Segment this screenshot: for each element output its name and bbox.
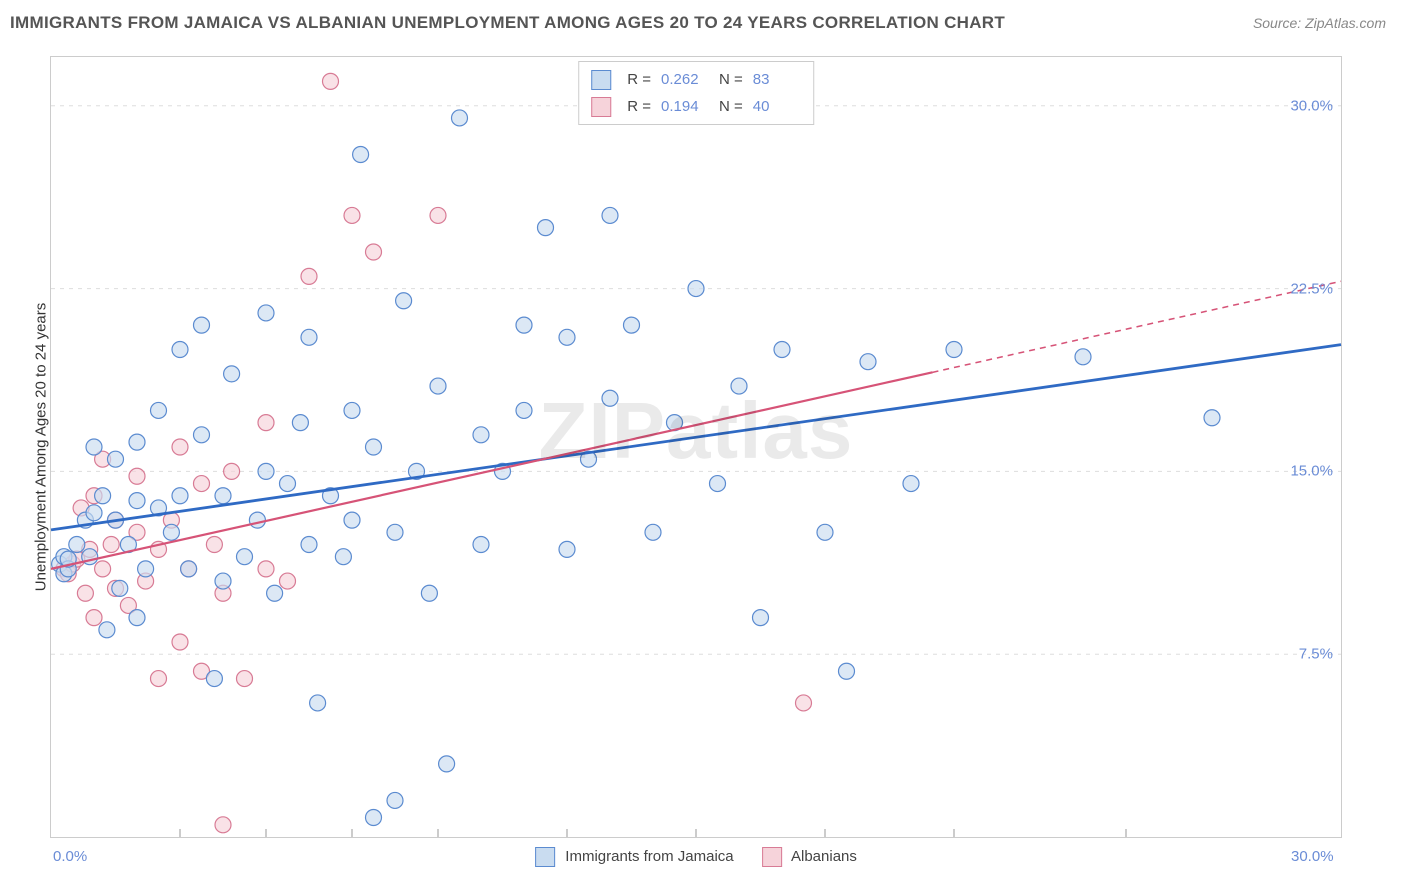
chart-plot-area: Unemployment Among Ages 20 to 24 years Z…: [50, 56, 1342, 838]
y-tick-label: 7.5%: [1299, 646, 1333, 663]
legend-item-label: Immigrants from Jamaica: [565, 848, 733, 865]
legend-r-value: 0.194: [661, 93, 709, 120]
legend-item: Albanians: [762, 847, 857, 867]
x-tick-label: 30.0%: [1291, 848, 1334, 865]
legend-n-label: N =: [719, 93, 743, 120]
legend-r-label: R =: [627, 66, 651, 93]
legend-swatch-icon: [535, 847, 555, 867]
y-tick-label: 15.0%: [1290, 463, 1333, 480]
legend-swatch-icon: [591, 70, 611, 90]
chart-source: Source: ZipAtlas.com: [1253, 15, 1386, 31]
legend-n-label: N =: [719, 66, 743, 93]
legend-r-label: R =: [627, 93, 651, 120]
legend-n-value: 83: [753, 66, 801, 93]
x-tick-label: 0.0%: [53, 848, 87, 865]
y-tick-label: 22.5%: [1290, 280, 1333, 297]
series-legend: Immigrants from Jamaica Albanians: [535, 847, 857, 867]
legend-r-value: 0.262: [661, 66, 709, 93]
correlation-legend: R = 0.262 N = 83 R = 0.194 N = 40: [578, 61, 814, 125]
legend-item: Immigrants from Jamaica: [535, 847, 734, 867]
chart-svg: [51, 57, 1341, 837]
legend-item-label: Albanians: [791, 848, 857, 865]
y-axis-label: Unemployment Among Ages 20 to 24 years: [33, 303, 50, 592]
legend-n-value: 40: [753, 93, 801, 120]
legend-row: R = 0.194 N = 40: [591, 93, 801, 120]
legend-row: R = 0.262 N = 83: [591, 66, 801, 93]
y-tick-label: 30.0%: [1290, 97, 1333, 114]
legend-swatch-icon: [762, 847, 782, 867]
chart-header: IMMIGRANTS FROM JAMAICA VS ALBANIAN UNEM…: [0, 0, 1406, 46]
legend-swatch-icon: [591, 97, 611, 117]
chart-title: IMMIGRANTS FROM JAMAICA VS ALBANIAN UNEM…: [10, 13, 1005, 33]
